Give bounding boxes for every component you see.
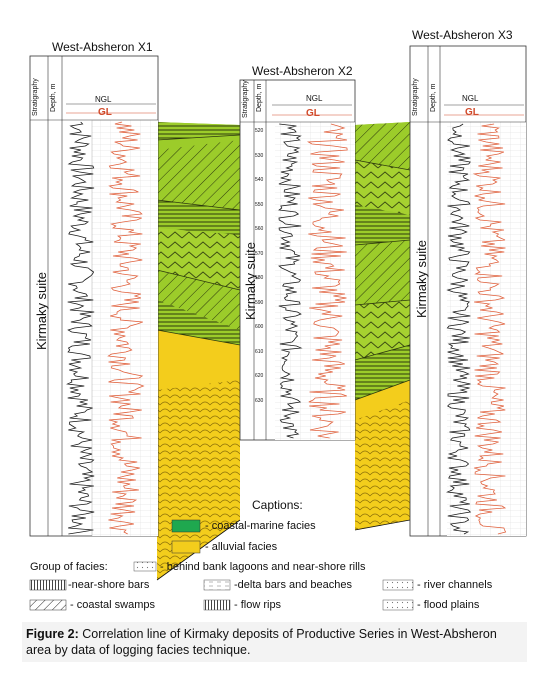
group-of-facies-label: Group of facies:: [30, 561, 108, 573]
x2-depth-tick: 600: [255, 324, 264, 330]
well-x1-column: [29, 55, 159, 537]
flood-plains-swatch: [382, 599, 414, 611]
x3-suite-label: Kirmaky suite: [414, 239, 429, 318]
lagoon-swatch: [133, 561, 157, 572]
alluvial-label: - alluvial facies: [205, 541, 278, 553]
x2-stratigraphy-label: Stratigraphy: [242, 80, 249, 118]
figure-caption-background: [22, 622, 527, 662]
x3-ngl-curve: [446, 123, 472, 535]
x2-depth-tick: 550: [255, 201, 264, 208]
well-x3-title: West-Absheron X3: [412, 28, 513, 42]
x2-ngl-label: NGL: [306, 94, 323, 103]
figure-caption: Figure 2: Correlation line of Kirmaky de…: [26, 626, 524, 658]
x1-ngl-label: NGL: [95, 95, 112, 104]
delta-bars-label: -delta bars and beaches: [234, 579, 353, 591]
x2-depth-tick: 620: [255, 373, 264, 379]
x3-gl-curve: [472, 123, 507, 535]
river-channels-label: - river channels: [417, 579, 493, 591]
alluvial-swatch: [171, 540, 201, 554]
x2-depth-tick: 610: [255, 348, 264, 355]
x2-depth-label: Depth, m: [256, 83, 263, 112]
near-shore-bars-label: -near-shore bars: [68, 579, 150, 591]
x2-depth-tick: 560: [255, 226, 264, 232]
coastal-marine-label: - coastal-marine facies: [205, 520, 316, 532]
x3-stratigraphy-label: Stratigraphy: [412, 78, 419, 116]
x1-depth-label: Depth, m: [50, 83, 57, 112]
x2-ngl-curve: [278, 123, 303, 439]
figure-text: Correlation line of Kirmaky deposits of …: [26, 627, 497, 657]
well-x2-title: West-Absheron X2: [252, 64, 353, 78]
coastal-marine-swatch: [171, 519, 201, 533]
log-curves: [66, 121, 507, 535]
coastal-swamps-swatch: [29, 599, 67, 611]
x3-ngl-label: NGL: [462, 94, 479, 103]
x2-depth-tick: 630: [255, 397, 264, 404]
flow-rips-label: - flow rips: [234, 599, 282, 611]
delta-bars-swatch: [203, 579, 231, 591]
x3-depth-label: Depth, m: [430, 83, 437, 112]
x2-depth-tick: 530: [255, 152, 264, 159]
right-correlation-panel: [354, 122, 411, 531]
x1-suite-label: Kirmaky suite: [34, 271, 49, 350]
near-shore-bars-swatch: [29, 579, 67, 591]
x2-gl-curve: [306, 123, 348, 439]
figure-label: Figure 2:: [26, 627, 79, 641]
x1-stratigraphy-label: Stratigraphy: [32, 78, 39, 116]
well-x1-title: West-Absheron X1: [52, 40, 153, 54]
river-channels-swatch: [382, 579, 414, 591]
flood-plains-label: - flood plains: [417, 599, 480, 611]
lagoon-label: - behind bank lagoons and near-shore ril…: [160, 561, 366, 573]
x1-ngl-curve: [66, 121, 95, 535]
x2-gl-label: GL: [306, 108, 320, 119]
x2-depth-tick: 590: [255, 299, 264, 306]
flow-rips-swatch: [203, 599, 231, 611]
x3-gl-label: GL: [465, 107, 479, 118]
x1-gl-label: GL: [98, 107, 112, 118]
x2-depth-tick: 570: [255, 250, 264, 257]
coastal-swamps-label: - coastal swamps: [70, 599, 155, 611]
captions-title: Captions:: [252, 498, 303, 512]
x2-depth-tick: 540: [255, 177, 264, 183]
x2-depth-tick: 520: [255, 128, 264, 134]
x2-depth-tick: 580: [255, 275, 264, 281]
x1-gl-curve: [107, 121, 145, 535]
left-correlation-panel: [156, 122, 241, 581]
